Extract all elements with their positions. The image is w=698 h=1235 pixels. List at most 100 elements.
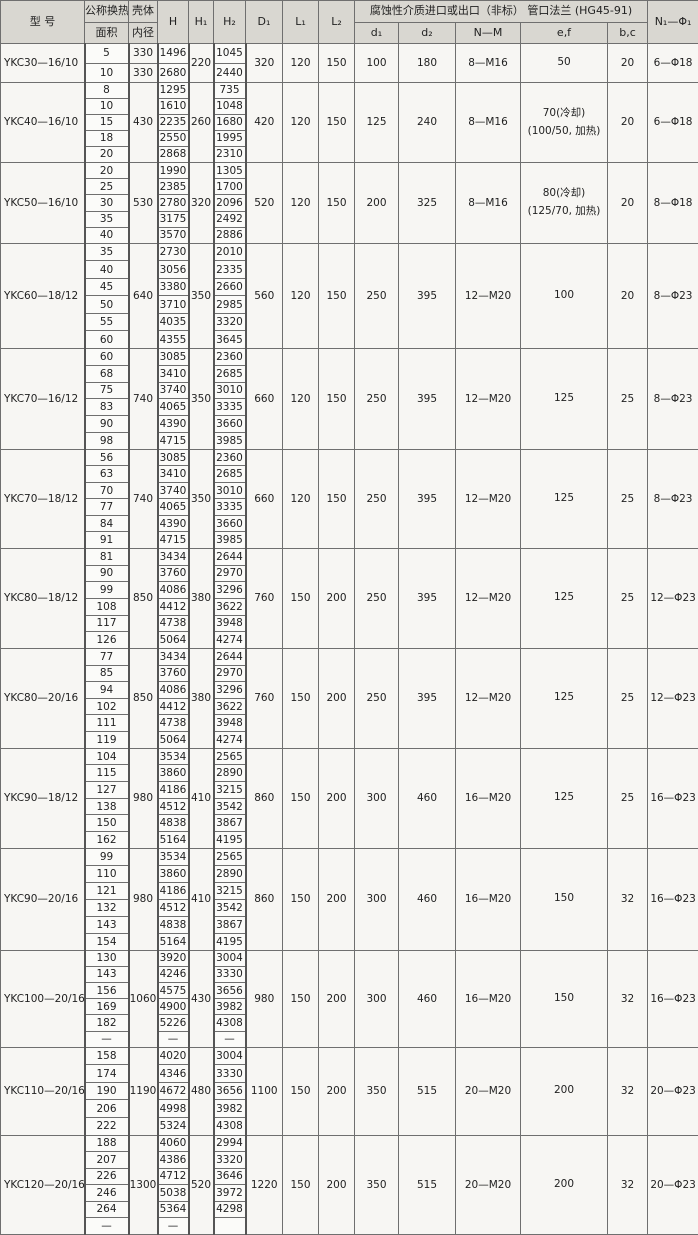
N1-cell: 20—Φ23 (648, 1135, 698, 1234)
L2-cell: 200 (319, 648, 355, 748)
area-cell: 138 (85, 798, 129, 815)
H2-cell: 3622 (214, 698, 246, 715)
shell-diameter-cell: 850 (129, 548, 158, 648)
d1-cell: 250 (355, 449, 399, 548)
H2-cell: — (214, 1031, 246, 1047)
header-d2: d₂ (399, 23, 456, 44)
header-area-bottom: 面积 (85, 23, 129, 44)
area-cell: 45 (85, 278, 129, 296)
d1-cell: 350 (355, 1047, 399, 1135)
H2-cell: 1045 (214, 44, 246, 64)
d1-cell: 300 (355, 848, 399, 950)
H-cell: 3740 (158, 482, 189, 499)
area-cell: 84 (85, 515, 129, 532)
H-cell: 4575 (158, 983, 189, 999)
area-cell: 99 (85, 848, 129, 865)
area-cell: 150 (85, 815, 129, 832)
d1-cell: 250 (355, 348, 399, 449)
L1-cell: 150 (283, 848, 319, 950)
header-H2: H₂ (214, 1, 246, 44)
D1-cell: 1220 (246, 1135, 283, 1234)
model-cell: YKC100—20/16 (1, 950, 85, 1047)
NM-cell: 8—M16 (456, 83, 521, 163)
N1-cell: 16—Φ23 (648, 950, 698, 1047)
header-N1: N₁—Φ₁ (648, 1, 698, 44)
area-cell: 246 (85, 1185, 129, 1202)
H-cell: 1610 (158, 99, 189, 115)
bc-cell: 25 (608, 449, 648, 548)
L1-cell: 150 (283, 648, 319, 748)
model-cell: YKC120—20/16 (1, 1135, 85, 1234)
area-cell: 111 (85, 715, 129, 732)
H2-cell: 3330 (214, 1065, 246, 1083)
header-model: 型 号 (1, 1, 85, 44)
H2-cell: 3645 (214, 331, 246, 349)
ef-cell: 125 (521, 449, 608, 548)
header-area-top: 公称换热 (85, 1, 129, 23)
bc-cell: 20 (608, 44, 648, 83)
L1-cell: 120 (283, 243, 319, 348)
H2-cell: 2010 (214, 243, 246, 261)
H-cell: 4712 (158, 1168, 189, 1185)
ef-cell: 50 (521, 44, 608, 83)
H-cell: 3740 (158, 382, 189, 399)
area-cell: 226 (85, 1168, 129, 1185)
H2-cell: 1700 (214, 179, 246, 195)
ef-cell: 125 (521, 348, 608, 449)
H2-cell: 3010 (214, 482, 246, 499)
d2-cell: 460 (399, 848, 456, 950)
L2-cell: 200 (319, 950, 355, 1047)
H-cell: 3920 (158, 950, 189, 966)
N1-cell: 16—Φ23 (648, 848, 698, 950)
H-cell: 4998 (158, 1100, 189, 1118)
H2-cell: 4308 (214, 1118, 246, 1136)
area-cell: 119 (85, 732, 129, 749)
L1-cell: 150 (283, 748, 319, 848)
H-cell: 2385 (158, 179, 189, 195)
L1-cell: 120 (283, 83, 319, 163)
shell-diameter-cell: 330 (129, 63, 158, 83)
area-cell: 188 (85, 1135, 129, 1152)
L1-cell: 120 (283, 449, 319, 548)
d1-cell: 250 (355, 648, 399, 748)
area-cell: 207 (85, 1152, 129, 1169)
area-cell: 121 (85, 882, 129, 899)
H-cell: 3175 (158, 211, 189, 227)
header-H1: H₁ (189, 1, 214, 44)
N1-cell: 16—Φ23 (648, 748, 698, 848)
H1-cell: 410 (189, 748, 214, 848)
H2-cell: 4195 (214, 933, 246, 950)
H1-cell: 430 (189, 950, 214, 1047)
H2-cell: 1680 (214, 115, 246, 131)
H1-cell: 380 (189, 548, 214, 648)
area-cell: 68 (85, 365, 129, 382)
bc-cell: 20 (608, 83, 648, 163)
H2-cell: 2970 (214, 565, 246, 582)
d1-cell: 250 (355, 548, 399, 648)
area-cell: 108 (85, 598, 129, 615)
H2-cell: 3296 (214, 582, 246, 599)
H2-cell: 2335 (214, 261, 246, 279)
H-cell: 4390 (158, 416, 189, 433)
D1-cell: 860 (246, 848, 283, 950)
d2-cell: 180 (399, 44, 456, 83)
NM-cell: 8—M16 (456, 163, 521, 244)
N1-cell: 8—Φ23 (648, 449, 698, 548)
area-cell: 35 (85, 211, 129, 227)
shell-diameter-cell: 1190 (129, 1047, 158, 1135)
model-cell: YKC110—20/16 (1, 1047, 85, 1135)
d2-cell: 325 (399, 163, 456, 244)
area-cell: 50 (85, 296, 129, 314)
shell-diameter-cell: 980 (129, 748, 158, 848)
H2-cell: 3542 (214, 899, 246, 916)
H-cell: 4020 (158, 1047, 189, 1065)
H-cell: 2235 (158, 115, 189, 131)
ef-cell: 125 (521, 748, 608, 848)
ef-cell-line: (100/50, 加热) (528, 125, 601, 137)
